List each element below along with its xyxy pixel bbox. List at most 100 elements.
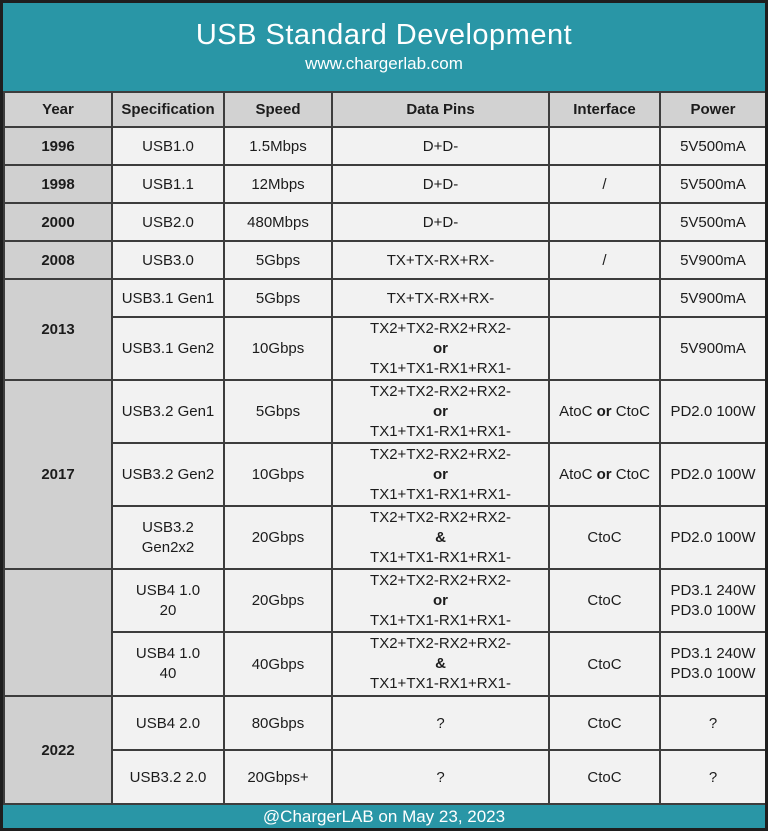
data-pins-cell: TX2+TX2-RX2+RX2- or TX1+TX1-RX1+RX1- — [331, 568, 550, 633]
table-body: 1996 USB1.0 1.5Mbps D+D- 5V500mA 1998 USB1.1 12… — [3, 126, 765, 805]
data-pins-cell: ? — [331, 695, 550, 751]
table-row: USB3.2 Gen2 10Gbps TX2+TX2-RX2+RX2- or TX1+T… — [4, 442, 765, 507]
speed-cell: 80Gbps — [223, 695, 333, 751]
interface-cell — [548, 202, 661, 242]
spec-cell: USB4 1.0 40 — [111, 631, 225, 697]
table-row: 2008 USB3.0 5Gbps TX+TX-RX+RX-/5V900mA — [3, 240, 765, 280]
speed-cell: 5Gbps — [223, 379, 333, 444]
speed-cell: 5Gbps — [223, 278, 333, 318]
data-pins-cell: D+D- — [331, 126, 550, 166]
data-pins-cell: TX2+TX2-RX2+RX2- & TX1+TX1-RX1+RX1- — [331, 631, 550, 697]
title-banner: USB Standard Development www.chargerlab.… — [3, 3, 765, 91]
interface-cell: CtoC — [548, 695, 661, 751]
power-cell: 5V500mA — [659, 164, 765, 204]
page-title: USB Standard Development — [195, 18, 573, 51]
year-cell — [3, 568, 113, 697]
speed-cell: 1.5Mbps — [223, 126, 333, 166]
interface-cell — [548, 126, 661, 166]
speed-cell: 480Mbps — [223, 202, 333, 242]
table-row: 2022 USB4 2.0 80Gbps? CtoC? — [3, 695, 765, 805]
interface-cell: AtoC or CtoC — [548, 379, 661, 444]
data-pins-cell: TX2+TX2-RX2+RX2- & TX1+TX1-RX1+RX1- — [331, 505, 550, 570]
column-header-speed: Speed — [223, 91, 333, 128]
power-cell: 5V900mA — [659, 278, 765, 318]
power-cell: 5V900mA — [659, 316, 765, 381]
column-header-data-pins: Data Pins — [331, 91, 550, 128]
speed-cell: 5Gbps — [223, 240, 333, 280]
table-row: USB4 1.0 40 40Gbps TX2+TX2-RX2+RX2- & TX1+TX1… — [4, 631, 765, 697]
spec-cell: USB3.2 Gen2x2 — [111, 505, 225, 570]
data-pins-cell: TX2+TX2-RX2+RX2- or TX1+TX1-RX1+RX1- — [331, 442, 550, 507]
power-cell: PD2.0 100W — [659, 379, 765, 444]
table-header: Year Specification Speed Data Pins Inter… — [3, 91, 765, 128]
speed-cell: 20Gbps — [223, 568, 333, 633]
table-row: 2013 USB3.1 Gen1 5Gbps TX+TX-RX+RX- 5V900mA — [3, 278, 765, 381]
interface-cell: CtoC — [548, 749, 661, 805]
data-pins-cell: ? — [331, 749, 550, 805]
speed-cell: 20Gbps+ — [223, 749, 333, 805]
year-cell: 2013 — [3, 278, 113, 381]
table-row: USB4 1.0 20 20Gbps TX2+TX2-RX2+RX2- or TX1+TX… — [3, 568, 765, 697]
speed-cell: 10Gbps — [223, 442, 333, 507]
interface-cell: AtoC or CtoC — [548, 442, 661, 507]
spec-cell: USB3.2 Gen2 — [111, 442, 225, 507]
year-cell: 2000 — [3, 202, 113, 242]
speed-cell: 40Gbps — [223, 631, 333, 697]
year-cell: 1996 — [3, 126, 113, 166]
table-row: 2000 USB2.0 480Mbps D+D- 5V500mA — [3, 202, 765, 242]
table-row: USB3.2 2.0 20Gbps+? CtoC? — [4, 749, 765, 805]
power-cell: 5V500mA — [659, 202, 765, 242]
year-cell: 2017 — [3, 379, 113, 570]
spec-cell: USB3.0 — [111, 240, 225, 280]
table-row: 2017 USB3.2 Gen1 5Gbps TX2+TX2-RX2+RX2- or TX… — [3, 379, 765, 570]
interface-cell — [548, 316, 661, 381]
column-header-power: Power — [659, 91, 765, 128]
spec-cell: USB4 1.0 20 — [111, 568, 225, 633]
data-pins-cell: TX2+TX2-RX2+RX2- or TX1+TX1-RX1+RX1- — [331, 379, 550, 444]
table-row: 1998 USB1.1 12Mbps D+D-/5V500mA — [3, 164, 765, 204]
interface-cell: / — [548, 164, 661, 204]
power-cell: PD3.1 240W PD3.0 100W — [659, 568, 765, 633]
power-cell: PD2.0 100W — [659, 442, 765, 507]
speed-cell: 10Gbps — [223, 316, 333, 381]
power-cell: 5V900mA — [659, 240, 765, 280]
spec-cell: USB1.0 — [111, 126, 225, 166]
table-row: 1996 USB1.0 1.5Mbps D+D- 5V500mA — [3, 126, 765, 166]
website-url: www.chargerlab.com — [305, 54, 463, 74]
column-header-specification: Specification — [111, 91, 225, 128]
spec-cell: USB1.1 — [111, 164, 225, 204]
interface-cell: CtoC — [548, 505, 661, 570]
spec-cell: USB2.0 — [111, 202, 225, 242]
data-pins-cell: D+D- — [331, 202, 550, 242]
speed-cell: 20Gbps — [223, 505, 333, 570]
column-header-interface: Interface — [548, 91, 661, 128]
spec-cell: USB3.2 2.0 — [111, 749, 225, 805]
power-cell: ? — [659, 695, 765, 751]
header-row: Year Specification Speed Data Pins Inter… — [3, 91, 765, 128]
interface-cell: / — [548, 240, 661, 280]
interface-cell: CtoC — [548, 631, 661, 697]
spec-cell: USB3.1 Gen1 — [111, 278, 225, 318]
credit-text: @ChargerLAB on May 23, 2023 — [262, 806, 506, 826]
data-pins-cell: TX+TX-RX+RX- — [331, 278, 550, 318]
table-row: USB3.2 Gen2x2 20Gbps TX2+TX2-RX2+RX2- & TX1+T… — [4, 505, 765, 570]
speed-cell: 12Mbps — [223, 164, 333, 204]
table-row: USB3.1 Gen2 10Gbps TX2+TX2-RX2+RX2- or TX1+T… — [4, 316, 765, 381]
year-cell: 2008 — [3, 240, 113, 280]
column-header-year: Year — [3, 91, 113, 128]
spec-cell: USB3.2 Gen1 — [111, 379, 225, 444]
usb-standards-table: Year Specification Speed Data Pins Inter… — [3, 91, 765, 805]
power-cell: PD2.0 100W — [659, 505, 765, 570]
power-cell: 5V500mA — [659, 126, 765, 166]
spec-cell: USB3.1 Gen2 — [111, 316, 225, 381]
year-cell: 1998 — [3, 164, 113, 204]
power-cell: ? — [659, 749, 765, 805]
power-cell: PD3.1 240W PD3.0 100W — [659, 631, 765, 697]
spec-cell: USB4 2.0 — [111, 695, 225, 751]
interface-cell: CtoC — [548, 568, 661, 633]
data-pins-cell: D+D- — [331, 164, 550, 204]
year-cell: 2022 — [3, 695, 113, 805]
data-pins-cell: TX+TX-RX+RX- — [331, 240, 550, 280]
interface-cell — [548, 278, 661, 318]
